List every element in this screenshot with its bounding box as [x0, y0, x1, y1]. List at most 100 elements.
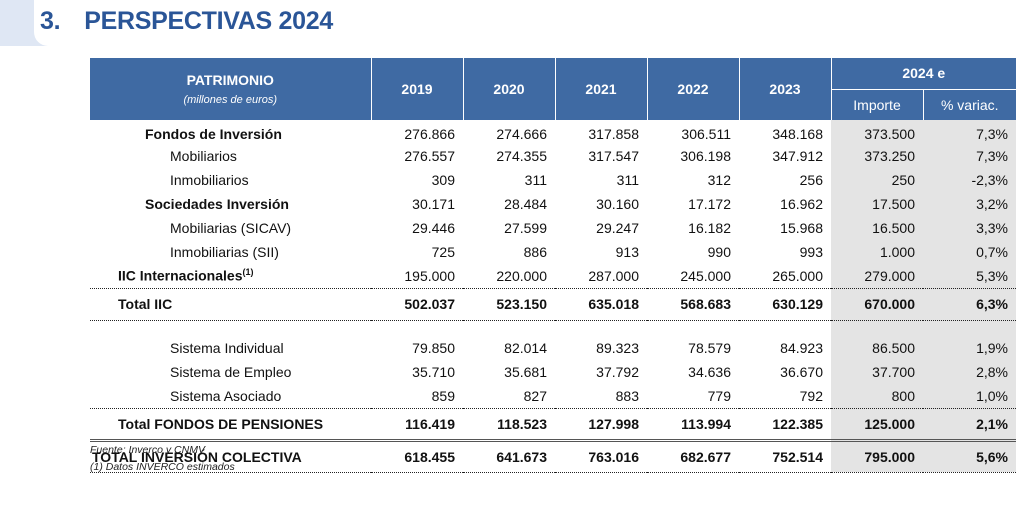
cell: 682.677	[647, 438, 739, 473]
row-label-text: IIC Internacionales	[118, 268, 243, 285]
cell: 886	[523, 244, 547, 260]
cell: 883	[615, 387, 639, 404]
cell: 5,6%	[923, 438, 1017, 473]
cell: 618.455	[371, 438, 463, 473]
cell: 347.912	[772, 148, 823, 164]
row-sii: Inmobiliarias (SII) 725 886 913 990 993 …	[90, 240, 1017, 264]
row-label: Mobiliarios	[170, 148, 237, 164]
row-label: Sistema Individual	[170, 340, 284, 356]
row-total-iic: Total IIC 502.037 523.150 635.018 568.68…	[90, 287, 1017, 321]
row-total-pensiones: Total FONDOS DE PENSIONES 116.419 118.52…	[90, 407, 1017, 440]
section-title: 3. PERSPECTIVAS 2024	[40, 7, 333, 36]
cell: 752.514	[739, 438, 831, 473]
cell: 779	[707, 387, 731, 404]
cell: 276.557	[404, 148, 455, 164]
cell: 635.018	[555, 287, 647, 321]
cell: 37.700	[831, 360, 923, 384]
cell: 312	[707, 172, 731, 188]
cell: 311	[524, 172, 547, 188]
spacer-cell	[555, 320, 647, 336]
cell: 17.172	[688, 196, 731, 212]
cell: 792	[799, 387, 823, 404]
row-inmobiliarios: Inmobiliarios 309 311 311 312 256 250 -2…	[90, 168, 1017, 192]
cell: 30.160	[596, 196, 639, 212]
header-year-2023: 2023	[739, 58, 832, 120]
cell: 265.000	[772, 267, 823, 284]
title-card	[34, 0, 1024, 46]
header-variac: % variac.	[923, 88, 1017, 120]
row-label: TOTAL INVERSIÓN COLECTIVA	[90, 438, 371, 473]
spacer-row	[90, 320, 1017, 336]
cell: 16.962	[780, 196, 823, 212]
row-label: Sociedades Inversión	[145, 196, 289, 212]
row-iic-internacionales: IIC Internacionales(1) 195.000 220.000 2…	[90, 264, 1017, 288]
cell: 913	[615, 244, 639, 260]
cell: 763.016	[555, 438, 647, 473]
row-mobiliarios: Mobiliarios 276.557 274.355 317.547 306.…	[90, 144, 1017, 168]
spacer-cell	[90, 320, 371, 336]
cell: 795.000	[831, 438, 923, 473]
spacer-cell	[739, 320, 831, 336]
cell: 317.858	[588, 126, 639, 142]
cell: 256	[799, 172, 823, 188]
cell: 2,8%	[923, 360, 1017, 384]
cell: 317.547	[588, 148, 639, 164]
cell: 348.168	[772, 126, 823, 142]
cell: 800	[831, 384, 923, 408]
cell: 86.500	[831, 336, 923, 360]
spacer-cell	[371, 320, 463, 336]
cell: 276.866	[404, 126, 455, 142]
spacer-cell	[923, 320, 1017, 336]
cell: 36.670	[780, 364, 823, 380]
cell: 113.994	[647, 407, 739, 440]
row-label: IIC Internacionales(1)	[90, 264, 371, 288]
cell: 725	[431, 244, 455, 260]
cell: 502.037	[371, 287, 463, 321]
cell: 125.000	[831, 407, 923, 440]
cell: 7,3%	[923, 144, 1017, 168]
cell: 311	[616, 172, 639, 188]
cell: 127.998	[555, 407, 647, 440]
cell: 0,7%	[923, 240, 1017, 264]
spacer-cell	[647, 320, 739, 336]
cell: 220.000	[496, 267, 547, 284]
cell: 3,2%	[923, 192, 1017, 216]
source-note: Fuente: Inverco y CNMV	[90, 444, 205, 456]
row-label: Mobiliarias (SICAV)	[170, 220, 292, 236]
header-year-2020: 2020	[463, 58, 556, 120]
row-sistema-individual: Sistema Individual 79.850 82.014 89.323 …	[90, 336, 1017, 360]
header-forecast: 2024 e	[831, 58, 1017, 89]
cell: 35.681	[504, 364, 547, 380]
cell: 274.355	[496, 148, 547, 164]
cell: -2,3%	[923, 168, 1017, 192]
cell: 990	[707, 244, 731, 260]
header-patrimonio: PATRIMONIO (millones de euros)	[90, 58, 372, 120]
cell: 568.683	[647, 287, 739, 321]
cell: 5,3%	[923, 264, 1017, 288]
section-number: 3.	[40, 7, 61, 35]
header-year-2021: 2021	[555, 58, 648, 120]
footnote-marker: (1)	[242, 267, 254, 278]
cell: 250	[831, 168, 923, 192]
cell: 79.850	[412, 340, 455, 356]
cell: 1,9%	[923, 336, 1017, 360]
spacer-cell	[831, 320, 923, 336]
cell: 1.000	[831, 240, 923, 264]
row-label: Total IIC	[90, 287, 371, 321]
cell: 34.636	[688, 364, 731, 380]
cell: 30.171	[412, 196, 455, 212]
table-notes: Fuente: Inverco y CNMV (1) Datos INVERCO…	[90, 442, 235, 476]
cell: 670.000	[831, 287, 923, 321]
header-year-2022: 2022	[647, 58, 740, 120]
cell: 306.511	[681, 126, 731, 142]
cell: 122.385	[739, 407, 831, 440]
row-label: Inmobiliarias (SII)	[170, 244, 279, 260]
cell: 84.923	[780, 340, 823, 356]
cell: 82.014	[504, 340, 547, 356]
spacer-cell	[463, 320, 555, 336]
cell: 78.579	[688, 340, 731, 356]
row-total-inversion-colectiva: TOTAL INVERSIÓN COLECTIVA 618.455 641.67…	[90, 438, 1017, 473]
row-fondos-inversion: Fondos de Inversión 276.866 274.666 317.…	[90, 120, 1017, 144]
cell: 1,0%	[923, 384, 1017, 408]
cell: 859	[431, 387, 455, 404]
